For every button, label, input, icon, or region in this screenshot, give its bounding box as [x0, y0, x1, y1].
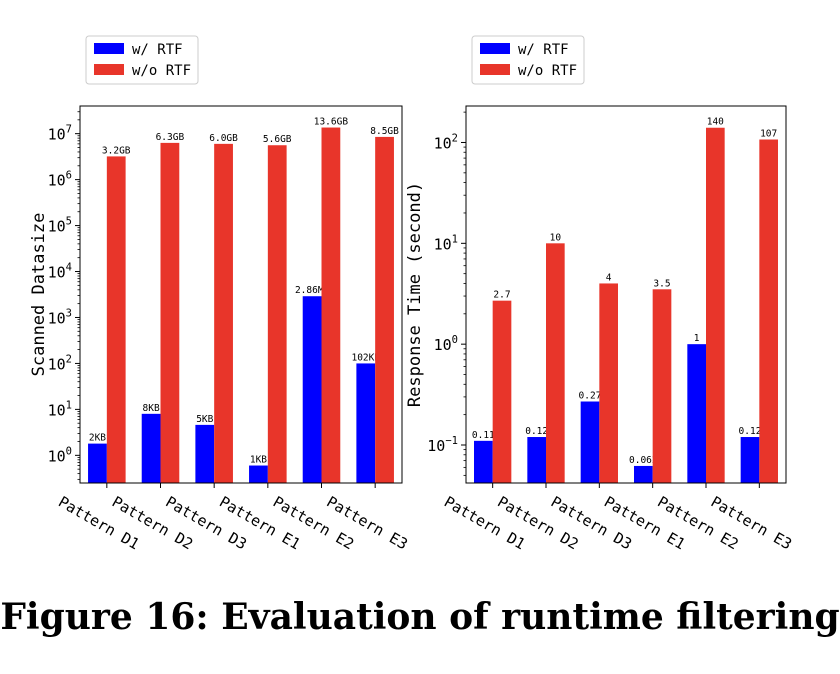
- label-without-rtf-6: 107: [760, 129, 777, 140]
- label-with-rtf-5: 1: [694, 333, 700, 344]
- y-tick-label: 107: [48, 124, 72, 144]
- bar-without-rtf-3: [214, 143, 233, 483]
- label-with-rtf-2: 8KB: [143, 403, 160, 414]
- bar-without-rtf-5: [706, 127, 725, 484]
- legend-swatch-without-rtf: [480, 64, 510, 75]
- legend-label-with-rtf: w/ RTF: [518, 42, 569, 58]
- bar-without-rtf-4: [652, 289, 672, 483]
- y-tick-label: 105: [48, 216, 72, 236]
- plot-frame: [79, 105, 403, 484]
- label-without-rtf-3: 4: [606, 272, 612, 283]
- y-tick-label: 10−1: [427, 435, 458, 455]
- bar-without-rtf-2: [546, 243, 565, 483]
- bar-without-rtf-3: [599, 283, 618, 483]
- label-without-rtf-3: 6.0GB: [209, 133, 238, 144]
- label-with-rtf-5: 2.86MB: [295, 285, 330, 296]
- label-with-rtf-4: 1KB: [250, 455, 267, 466]
- bar-without-rtf-6: [375, 136, 394, 483]
- label-without-rtf-2: 6.3GB: [156, 132, 185, 143]
- bar-with-rtf-6: [356, 363, 376, 483]
- bar-without-rtf-6: [759, 139, 778, 483]
- y-tick-label: 100: [434, 334, 458, 354]
- bar-with-rtf-4: [249, 465, 268, 483]
- label-with-rtf-6: 0.12: [739, 426, 762, 437]
- y-tick-label: 102: [48, 353, 72, 373]
- legend-label-without-rtf: w/o RTF: [518, 63, 577, 79]
- label-with-rtf-1: 0.11: [472, 430, 495, 441]
- y-axis-label: Scanned Datasize: [29, 213, 49, 377]
- bar-without-rtf-4: [267, 145, 287, 484]
- label-without-rtf-1: 2.7: [493, 290, 510, 301]
- bar-with-rtf-3: [195, 424, 215, 483]
- label-with-rtf-3: 0.27: [579, 391, 602, 402]
- legend-swatch-with-rtf: [480, 43, 510, 54]
- legend-label-without-rtf: w/o RTF: [132, 63, 191, 79]
- label-without-rtf-1: 3.2GB: [102, 145, 131, 156]
- bar-with-rtf-5: [687, 344, 706, 483]
- label-with-rtf-4: 0.062: [629, 455, 658, 466]
- chart-2: 0.11 0.12 0.27 0.062 1 0.12 2.7 10 4 3.5 140 107 10−…: [405, 35, 795, 553]
- bar-without-rtf-1: [106, 156, 126, 484]
- bar-with-rtf-6: [740, 437, 760, 483]
- label-without-rtf-5: 13.6GB: [314, 117, 349, 128]
- bar-without-rtf-2: [160, 142, 180, 484]
- label-with-rtf-3: 5KB: [196, 414, 213, 425]
- chart-1: 2KB 8KB 5KB 1KB 2.86MB 102KB 3.2GB 6.3GB 6.0GB 5.…: [29, 35, 411, 553]
- label-without-rtf-2: 10: [550, 232, 562, 243]
- y-axis-label: Response Time (second): [405, 182, 425, 407]
- bar-without-rtf-1: [492, 300, 512, 483]
- legend-swatch-without-rtf: [94, 64, 124, 75]
- label-without-rtf-5: 140: [707, 117, 724, 128]
- bar-with-rtf-2: [141, 413, 161, 483]
- y-tick-label: 104: [48, 262, 72, 282]
- y-tick-label: 103: [48, 307, 72, 327]
- y-tick-label: 102: [434, 132, 458, 152]
- plot-frame: [465, 105, 787, 484]
- bar-without-rtf-5: [321, 127, 341, 483]
- legend-label-with-rtf: w/ RTF: [132, 42, 183, 58]
- label-without-rtf-4: 3.5: [653, 278, 670, 289]
- y-tick-label: 101: [48, 399, 72, 419]
- label-with-rtf-1: 2KB: [89, 433, 106, 444]
- label-without-rtf-4: 5.6GB: [263, 134, 292, 145]
- label-with-rtf-2: 0.12: [525, 426, 548, 437]
- bar-with-rtf-5: [302, 296, 322, 483]
- figure-caption: Figure 16: Evaluation of runtime filteri…: [0, 596, 840, 638]
- bar-with-rtf-2: [527, 437, 546, 483]
- y-tick-label: 106: [48, 170, 72, 190]
- legend-swatch-with-rtf: [94, 43, 124, 54]
- bar-with-rtf-3: [580, 401, 600, 483]
- label-without-rtf-6: 8.5GB: [370, 126, 399, 137]
- bar-with-rtf-1: [474, 440, 493, 483]
- y-tick-label: 101: [434, 233, 458, 253]
- y-tick-label: 100: [48, 445, 72, 465]
- bar-with-rtf-4: [634, 465, 653, 483]
- bar-with-rtf-1: [88, 443, 107, 483]
- label-with-rtf-6: 102KB: [351, 352, 380, 363]
